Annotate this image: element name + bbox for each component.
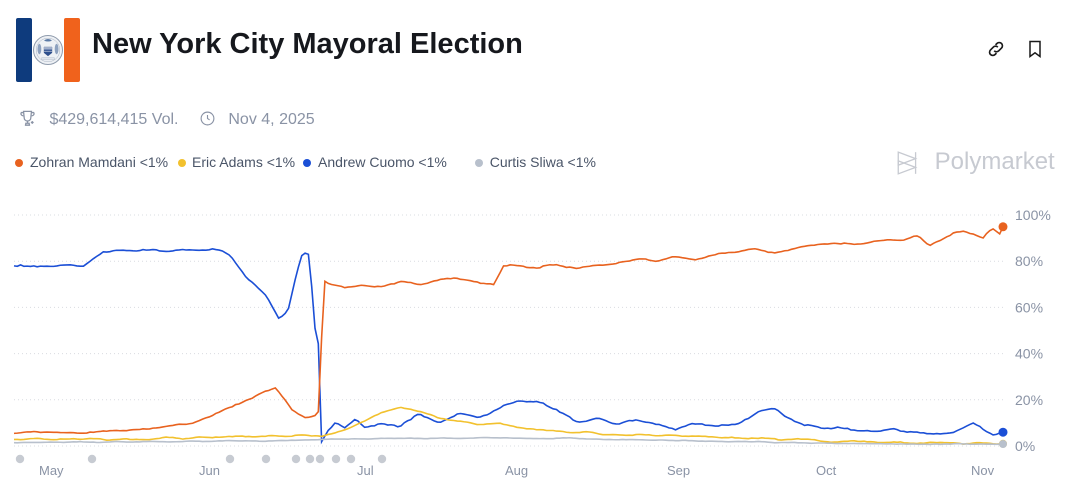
svg-text:Jul: Jul: [357, 463, 374, 478]
svg-text:80%: 80%: [1015, 253, 1043, 269]
svg-text:Nov: Nov: [971, 463, 995, 478]
svg-text:40%: 40%: [1015, 346, 1043, 362]
svg-text:20%: 20%: [1015, 392, 1043, 408]
svg-text:60%: 60%: [1015, 299, 1043, 315]
svg-text:May: May: [39, 463, 64, 478]
svg-text:Oct: Oct: [816, 463, 837, 478]
svg-text:0%: 0%: [1015, 438, 1035, 454]
svg-text:100%: 100%: [1015, 207, 1051, 223]
svg-text:Jun: Jun: [199, 463, 220, 478]
svg-text:Aug: Aug: [505, 463, 528, 478]
svg-text:Sep: Sep: [667, 463, 690, 478]
